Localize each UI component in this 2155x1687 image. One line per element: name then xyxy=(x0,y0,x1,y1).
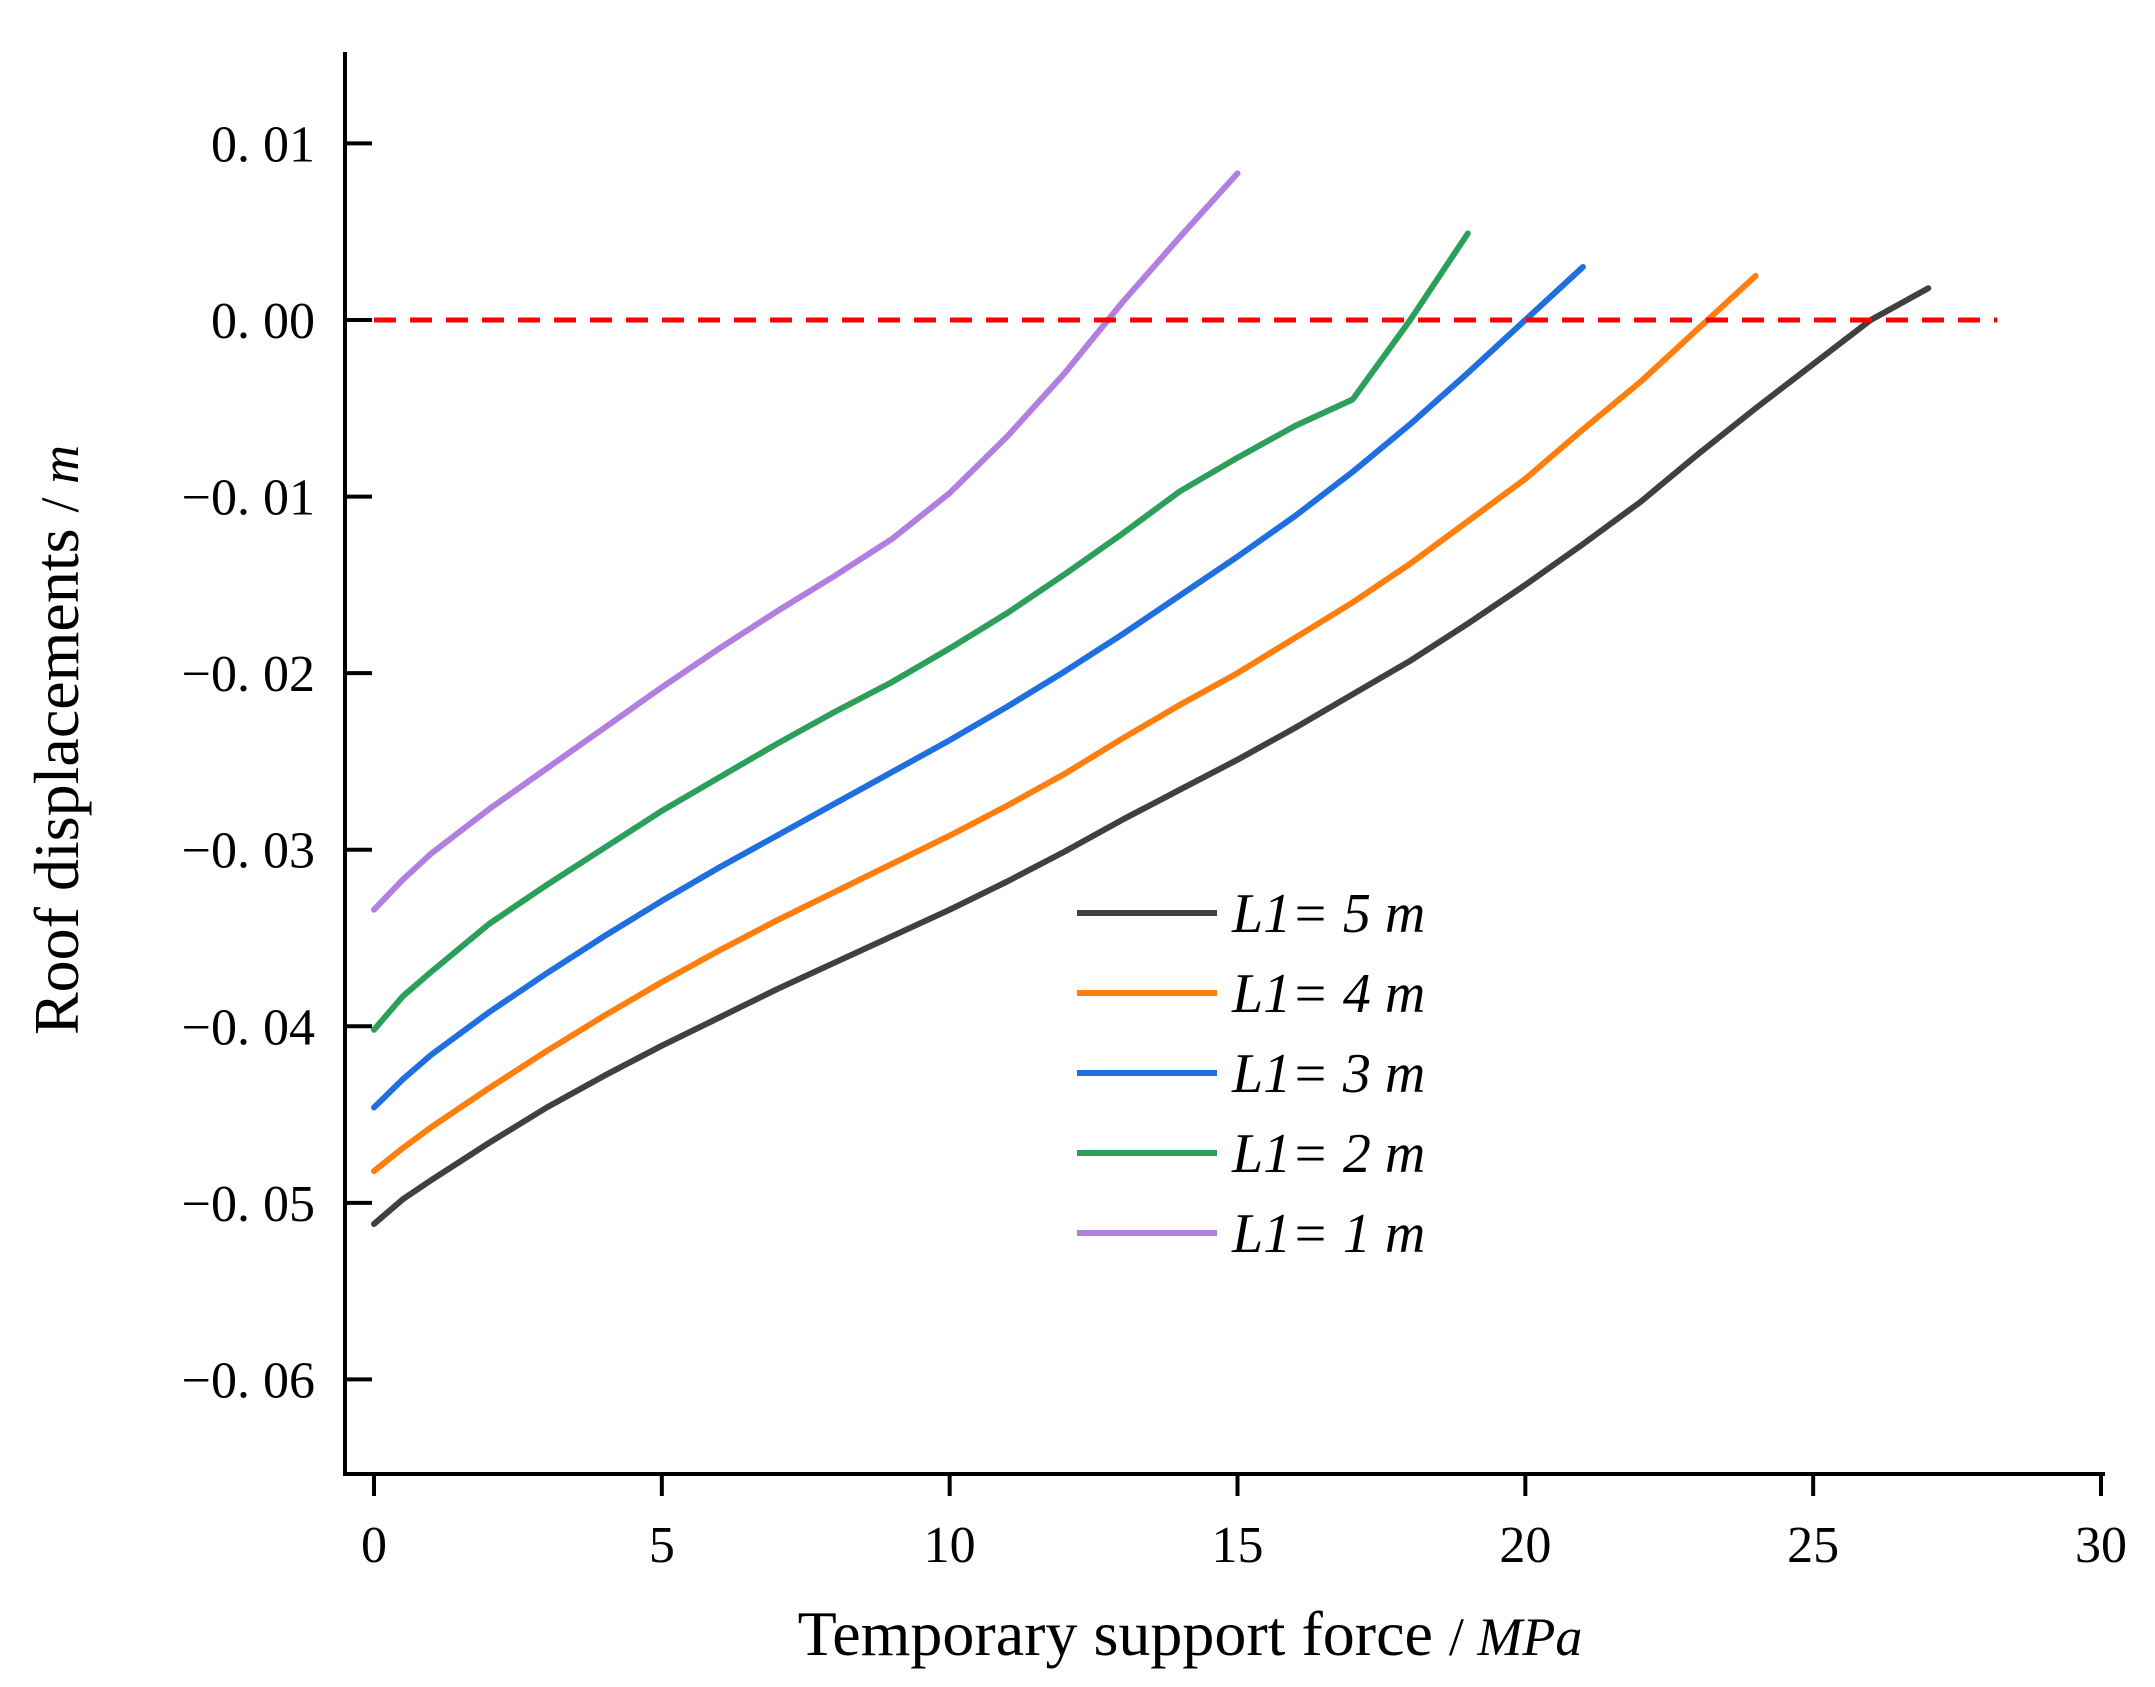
y-axis-title: Roof displacements / m xyxy=(21,445,92,1035)
y-tick-label: −0. 01 xyxy=(182,470,315,527)
y-tick-label: −0. 04 xyxy=(182,999,315,1056)
x-tick-label: 5 xyxy=(649,1517,675,1574)
series-line-1 xyxy=(371,285,1932,1227)
series-line-2 xyxy=(371,272,1759,1175)
x-tick-label: 10 xyxy=(924,1517,976,1574)
x-ticks: 0 5 10 15 20 25 30 xyxy=(361,1474,2127,1574)
y-tick-label: −0. 02 xyxy=(182,646,315,703)
y-axis-title-sep: / xyxy=(30,484,90,513)
series-lines xyxy=(371,170,1932,1227)
x-tick-label: 30 xyxy=(2075,1517,2127,1574)
legend-label: L1= 2 m xyxy=(1231,1123,1425,1185)
x-tick-label: 25 xyxy=(1787,1517,1839,1574)
legend-label: L1= 1 m xyxy=(1231,1203,1425,1265)
x-axis-title-text: Temporary support force xyxy=(798,1598,1433,1669)
legend-label: L1= 5 m xyxy=(1231,883,1425,945)
legend-label: L1= 4 m xyxy=(1231,963,1425,1025)
x-axis-unit: MPa xyxy=(1476,1607,1582,1667)
series-line-5 xyxy=(371,170,1241,913)
legend-label: L1= 3 m xyxy=(1231,1043,1425,1105)
y-axis-title-text: Roof displacements xyxy=(21,528,92,1035)
y-ticks: 0. 01 0. 00 −0. 01 −0. 02 −0. 03 −0. 04 −0. 05… xyxy=(182,116,372,1409)
y-tick-label: −0. 03 xyxy=(182,823,315,880)
y-tick-label: 0. 00 xyxy=(211,293,315,350)
x-axis-title-sep: / xyxy=(1449,1607,1478,1667)
x-axis-title: Temporary support force / MPa xyxy=(798,1598,1583,1669)
y-axis-unit: m xyxy=(30,445,90,484)
x-tick-label: 0 xyxy=(361,1517,387,1574)
series-line-3 xyxy=(371,264,1586,1111)
y-tick-label: −0. 06 xyxy=(182,1352,315,1409)
y-tick-label: −0. 05 xyxy=(182,1176,315,1233)
series-line-4 xyxy=(371,230,1471,1033)
y-tick-label: 0. 01 xyxy=(211,116,315,173)
axes xyxy=(343,52,2105,1476)
x-tick-label: 15 xyxy=(1212,1517,1264,1574)
legend: L1= 5 m L1= 4 m L1= 3 m L1= 2 m L1= 1 m xyxy=(1077,883,1425,1265)
x-tick-label: 20 xyxy=(1499,1517,1551,1574)
